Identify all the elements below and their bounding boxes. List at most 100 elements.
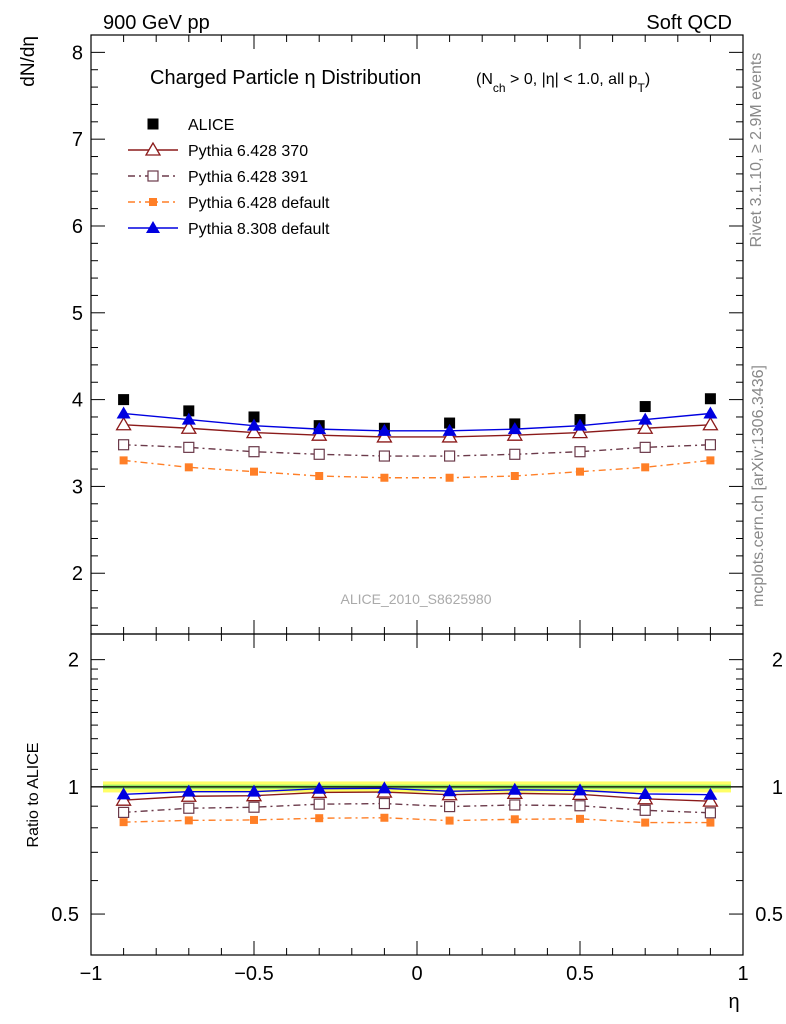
title-sub-ch: ch: [493, 81, 506, 95]
ratio-point-pdefault: [315, 814, 324, 823]
main-point-pdefault: [510, 472, 519, 481]
ratio-y-tick-label-right: 1: [772, 777, 783, 799]
ratio-series-line-pdefault: [123, 817, 711, 824]
main-point-pdefault: [315, 472, 324, 481]
main-point-p391: [574, 446, 586, 458]
chart-title-note: (Nch > 0, |η| < 1.0, all pT): [476, 71, 650, 95]
ratio-point-p8: [377, 781, 392, 794]
main-y-tick-label: 4: [72, 390, 83, 412]
ratio-point-p391: [509, 799, 521, 811]
main-point-pdefault: [706, 456, 715, 465]
main-point-p370: [245, 424, 263, 439]
ratio-point-pdefault: [184, 816, 193, 825]
legend-marker-alice: [147, 118, 159, 130]
main-point-p370: [637, 419, 654, 434]
legend-label-p8: Pythia 8.308 default: [188, 221, 330, 238]
main-point-p8: [638, 412, 653, 425]
main-panel: 2 3 4 5 6 7 8: [72, 34, 744, 635]
analysis-id: ALICE_2010_S8625980: [340, 591, 491, 607]
main-point-p370: [571, 424, 589, 439]
ratio-y-tick-label: 0.5: [51, 904, 79, 926]
main-point-p391: [117, 439, 130, 451]
main-point-pdefault: [184, 463, 193, 472]
legend-marker-p370: [144, 141, 162, 156]
main-point-p391: [639, 441, 651, 453]
ratio-point-p391: [378, 797, 390, 810]
title-mid: > 0, |η| < 1.0, all p: [506, 71, 638, 88]
main-y-tick-label: 8: [72, 42, 83, 64]
ratio-point-pdefault: [576, 814, 584, 823]
x-tick-label: 1: [737, 963, 748, 985]
rivet-label: Rivet 3.1.10, ≥ 2.9M events: [748, 53, 765, 248]
ratio-series-line-p8: [123, 787, 711, 796]
main-y-tick-label: 5: [72, 303, 83, 325]
chart-title-text: Charged Particle η Distribution: [150, 67, 421, 89]
ratio-point-p391: [574, 800, 586, 812]
ratio-y-tick-label: 1: [68, 777, 79, 799]
legend-label-pdefault: Pythia 6.428 default: [188, 195, 330, 212]
main-point-p391: [183, 441, 195, 453]
x-axis-title: η: [728, 991, 739, 1013]
main-point-pdefault: [445, 473, 454, 482]
ratio-point-pdefault: [250, 815, 258, 824]
ratio-point-p8: [507, 782, 522, 795]
main-point-p8: [247, 418, 261, 431]
main-point-p391: [704, 439, 717, 451]
ratio-point-p391: [444, 800, 456, 813]
main-y-tick-label: 2: [72, 563, 83, 585]
legend: ALICE Pythia 6.428 370 Pythia 6.428 391 Pyt…: [128, 117, 330, 238]
legend-marker-p391: [147, 170, 159, 182]
ratio-point-p370: [702, 792, 719, 807]
header-left: 900 GeV pp: [103, 12, 210, 34]
ratio-point-p8: [442, 784, 457, 797]
main-point-p370: [115, 416, 132, 431]
main-point-alice: [639, 401, 651, 413]
mcplots-label: mcplots.cern.ch [arXiv:1306.3436]: [750, 365, 767, 607]
main-point-p391: [248, 446, 260, 458]
ratio-point-p8: [181, 784, 196, 797]
main-point-p370: [702, 416, 719, 431]
main-point-p8: [377, 423, 392, 436]
main-point-p370: [376, 428, 393, 443]
legend-label-p391: Pythia 6.428 391: [188, 169, 308, 186]
title-sub-t: T: [638, 81, 646, 95]
main-point-p391: [444, 450, 456, 462]
main-point-p391: [509, 448, 521, 460]
main-y-tick-label: 6: [72, 216, 83, 238]
main-y-tick-label: 7: [72, 129, 83, 151]
main-point-pdefault: [250, 467, 258, 476]
ratio-y-tick-label-right: 2: [772, 650, 783, 672]
main-point-p8: [442, 423, 457, 436]
main-point-pdefault: [119, 456, 128, 465]
legend-marker-p8: [146, 221, 160, 233]
x-tick-label: −0.5: [234, 963, 273, 985]
main-point-p391: [313, 448, 325, 460]
main-point-pdefault: [576, 467, 584, 476]
main-point-p370: [180, 419, 197, 434]
ratio-panel: −1 −0.5 0 0.5 1 0.5 0.5 1 1 2 2: [51, 633, 783, 985]
title-close: ): [645, 71, 650, 88]
chart-title: Charged Particle η Distribution (Nch > 0…: [150, 67, 650, 95]
ratio-point-pdefault: [706, 818, 715, 827]
ratio-y-axis-title: Ratio to ALICE: [25, 743, 42, 848]
ratio-y-tick-label-right: 0.5: [755, 904, 783, 926]
ratio-point-p391: [639, 804, 651, 816]
main-point-pdefault: [641, 463, 650, 472]
ratio-point-pdefault: [380, 813, 389, 822]
legend-label-alice: ALICE: [188, 117, 234, 134]
main-point-pdefault: [380, 473, 389, 482]
main-series-line-p391: [123, 444, 711, 457]
main-y-tick-label: 3: [72, 476, 83, 498]
main-point-p8: [507, 422, 522, 435]
ratio-point-p391: [704, 807, 717, 819]
ratio-point-pdefault: [119, 818, 128, 827]
ratio-point-p8: [638, 786, 653, 799]
main-point-p370: [441, 428, 458, 443]
ratio-point-p391: [117, 806, 130, 819]
ratio-point-p391: [248, 801, 260, 813]
chart-title-main: Charged Particle η Distribution: [150, 67, 421, 89]
ratio-point-p391: [183, 802, 195, 814]
ratio-point-pdefault: [445, 816, 454, 825]
main-point-p8: [703, 406, 718, 419]
